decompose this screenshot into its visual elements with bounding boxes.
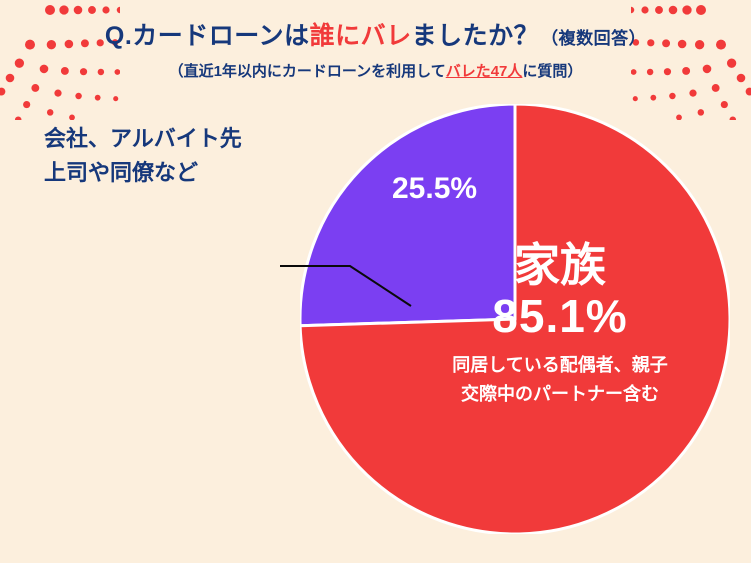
- question-subtitle: （直近1年以内にカードローンを利用してバレた47人に質問）: [0, 60, 751, 81]
- title-highlight: 誰にバレ: [310, 22, 412, 50]
- work-callout-line2: 上司や同僚など: [44, 156, 242, 190]
- header: Q.カードローンは誰にバレましたか？（複数回答） （直近1年以内にカードローンを…: [0, 16, 751, 81]
- family-name: 家族: [400, 240, 720, 291]
- family-desc-line2: 交際中のパートナー含む: [400, 380, 720, 409]
- work-callout-line1: 会社、アルバイト先: [44, 122, 242, 156]
- subtitle-underline: バレた47人: [446, 63, 523, 80]
- title-rest: ましたか？: [412, 22, 540, 50]
- subtitle-open: （直近1年以内にカードローンを利用して: [169, 63, 446, 80]
- family-desc-line1: 同居している配偶者、親子: [400, 351, 720, 380]
- title-suffix: （複数回答）: [541, 29, 646, 48]
- title-prefix: Q.カードローンは: [105, 22, 310, 50]
- family-percentage: 85.1%: [400, 291, 720, 342]
- subtitle-close: に質問）: [522, 63, 582, 80]
- family-label-block: 家族 85.1% 同居している配偶者、親子 交際中のパートナー含む: [400, 240, 720, 409]
- work-callout-label: 会社、アルバイト先 上司や同僚など: [44, 122, 242, 190]
- work-percentage: 25.5%: [392, 172, 477, 206]
- question-title: Q.カードローンは誰にバレましたか？（複数回答）: [0, 16, 751, 52]
- family-description: 同居している配偶者、親子 交際中のパートナー含む: [400, 351, 720, 409]
